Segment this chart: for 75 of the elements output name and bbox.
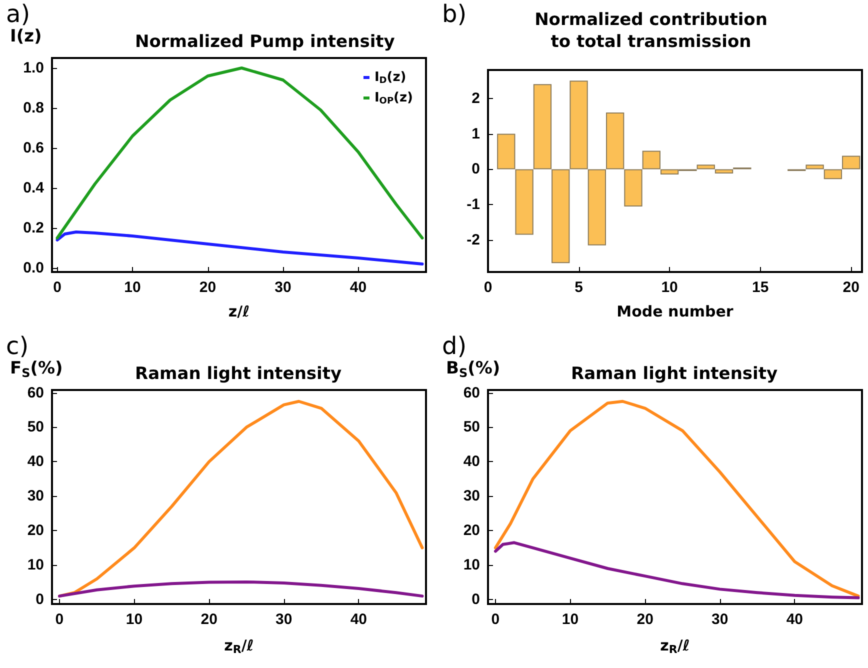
x-tick-label: 0 [491, 611, 500, 628]
x-tick-label: 40 [786, 611, 804, 628]
bar [606, 112, 624, 170]
x-tick-label: 0 [55, 611, 64, 628]
bar [714, 169, 734, 174]
y-tick-label: 30 [27, 488, 44, 505]
y-tick-label: 0.2 [23, 220, 44, 236]
chart-title: Normalized Pump intensity [135, 32, 395, 52]
y-tick-label: 60 [463, 384, 480, 402]
x-tick-label: 40 [350, 611, 368, 628]
y-tick-label: 50 [27, 418, 44, 436]
y-tick-label: 10 [27, 556, 44, 574]
bar [842, 156, 860, 170]
bar [588, 169, 606, 246]
x-tick-label: 20 [200, 611, 218, 628]
x-tick-label: 30 [274, 279, 292, 296]
text: d) [442, 332, 467, 360]
x-tick-label: 10 [562, 611, 579, 628]
y-tick-label: -1 [466, 196, 480, 214]
y-tick-label: 0.6 [23, 140, 44, 156]
y-tick-label: 20 [463, 522, 480, 540]
y-tick-label: 1 [472, 125, 480, 142]
y-tick-label: 2 [472, 90, 480, 107]
x-tick-label: 10 [126, 611, 143, 628]
chart-title: Normalized contribution to total transmission [534, 10, 768, 52]
bar [570, 80, 588, 170]
y-tick-label: 0.8 [23, 100, 44, 116]
y-tick-label: 30 [463, 488, 480, 505]
y-tick-label: 0.4 [23, 180, 45, 196]
bar [624, 169, 642, 206]
y-axis-title: I(z) [10, 26, 42, 46]
x-axis-title: Mode number [616, 302, 734, 320]
bar [642, 150, 660, 170]
x-tick-label: 30 [712, 611, 728, 628]
y-tick-label: 50 [463, 418, 480, 436]
y-tick-label: 0 [36, 591, 44, 608]
x-tick-label: 15 [752, 279, 769, 296]
x-tick-label: 30 [276, 611, 292, 628]
y-tick-label: -2 [466, 232, 480, 249]
bar [497, 134, 516, 170]
text: b) [442, 0, 467, 28]
x-tick-label: 0 [484, 279, 492, 296]
bar [824, 169, 842, 180]
y-tick-label: 1.0 [23, 60, 44, 76]
bar [533, 84, 552, 170]
x-tick-label: 10 [661, 279, 678, 296]
line-series [58, 580, 424, 598]
x-tick-label: 20 [842, 279, 860, 296]
x-tick-label: 5 [574, 279, 583, 296]
bar [515, 169, 534, 235]
x-axis-title: z/ℓ [228, 302, 250, 320]
text: c) [6, 332, 29, 360]
chart-title: Raman light intensity [571, 364, 778, 384]
text: a) [6, 0, 30, 28]
bar [552, 169, 570, 264]
y-tick-label: 10 [463, 556, 480, 574]
x-tick-label: 20 [199, 279, 216, 296]
line-series [56, 230, 424, 266]
bar [696, 164, 715, 170]
x-tick-label: 20 [636, 611, 654, 628]
x-tick-label: 0 [53, 279, 62, 296]
bar [806, 164, 824, 170]
y-tick-label: 0.0 [23, 260, 44, 276]
y-tick-label: 0 [472, 160, 480, 178]
chart-title: Raman light intensity [135, 364, 342, 384]
y-tick-label: 40 [463, 453, 480, 470]
y-tick-label: 60 [27, 384, 44, 402]
line-series [494, 541, 860, 600]
y-tick-label: 40 [27, 453, 44, 470]
x-tick-label: 10 [124, 279, 141, 296]
line-series [56, 66, 424, 240]
line-series [494, 400, 860, 598]
y-tick-label: 0 [472, 591, 480, 608]
y-tick-label: 20 [27, 522, 44, 540]
x-tick-label: 40 [350, 279, 367, 296]
